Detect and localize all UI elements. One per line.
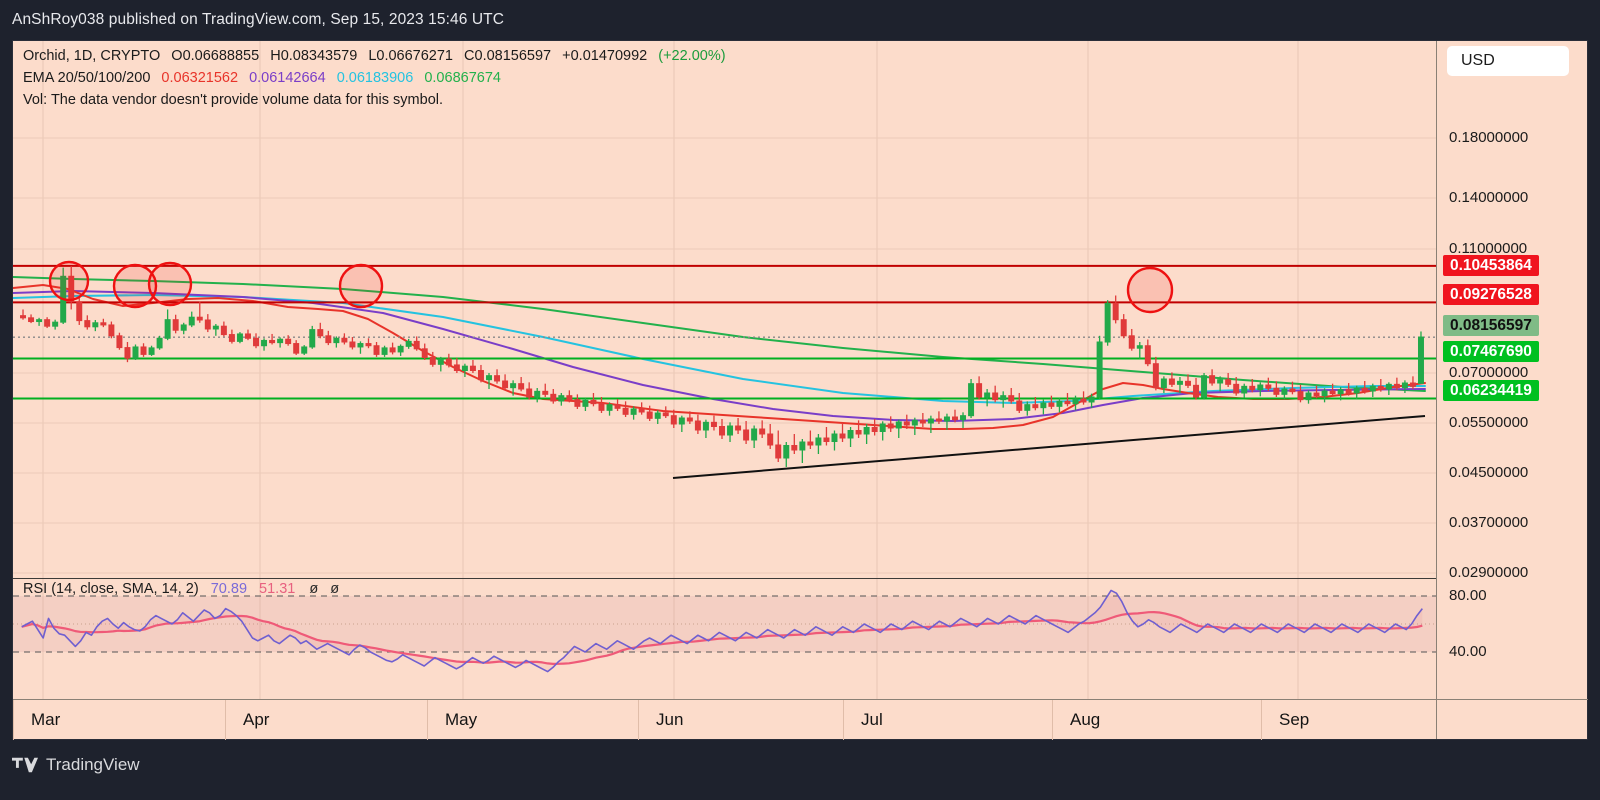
tradingview-logo-icon [12, 756, 38, 774]
footer-brand: TradingView [46, 755, 140, 774]
price-tick-label: 0.18000000 [1449, 129, 1529, 146]
time-tick-label: May [445, 710, 478, 729]
time-axis-divider [1052, 700, 1053, 740]
time-tick-label: Mar [31, 710, 61, 729]
rsi-legend-title[interactable]: RSI (14, close, SMA, 14, 2) [23, 581, 199, 597]
price-tick-label: 0.05500000 [1449, 414, 1529, 431]
time-axis[interactable]: Mar Apr May Jun Jul Aug Sep [13, 699, 1436, 740]
attribution-bar: AnShRoy038 published on TradingView.com,… [0, 0, 1600, 40]
rsi-legend: RSI (14, close, SMA, 14, 2) 70.89 51.31 … [23, 581, 339, 597]
rsi-tick-label: 80.00 [1449, 587, 1487, 604]
rsi-legend-value: 70.89 [210, 581, 248, 597]
time-axis-divider [1261, 700, 1262, 740]
price-badge-last-price[interactable]: 0.08156597 [1443, 315, 1539, 336]
price-badge-support[interactable]: 0.06234419 [1443, 380, 1539, 401]
price-tick-label: 0.03700000 [1449, 514, 1529, 531]
price-tick-label: 0.02900000 [1449, 564, 1529, 581]
currency-badge-label: USD [1461, 52, 1495, 69]
price-chart-canvas [13, 41, 1436, 578]
time-tick-label: Apr [243, 710, 270, 729]
time-tick-label: Sep [1279, 710, 1310, 729]
price-badge-resistance[interactable]: 0.10453864 [1443, 255, 1539, 276]
currency-badge[interactable]: USD [1447, 46, 1569, 76]
time-tick-label: Aug [1070, 710, 1101, 729]
time-axis-divider [638, 700, 639, 740]
rsi-chart-canvas [13, 579, 1436, 699]
price-badge-resistance[interactable]: 0.09276528 [1443, 284, 1539, 305]
price-tick-label: 0.14000000 [1449, 189, 1529, 206]
pane-separator [13, 578, 1436, 579]
attribution-text: AnShRoy038 published on TradingView.com,… [12, 11, 504, 28]
rsi-legend-null-2: ø [330, 581, 340, 597]
chart-frame: Orchid, 1D, CRYPTO O0.06688855 H0.083435… [12, 40, 1588, 740]
price-pane[interactable] [13, 41, 1436, 578]
price-tick-label: 0.07000000 [1449, 364, 1529, 381]
price-badge-support[interactable]: 0.07467690 [1443, 341, 1539, 362]
time-axis-divider [843, 700, 844, 740]
time-axis-divider [13, 700, 14, 740]
axis-bottom-separator [1436, 699, 1588, 700]
price-tick-label: 0.04500000 [1449, 464, 1529, 481]
time-axis-divider [427, 700, 428, 740]
footer: TradingView [12, 748, 140, 782]
time-tick-label: Jun [656, 710, 684, 729]
price-axis[interactable]: USD 0.18000000 0.14000000 0.11000000 0.0700… [1436, 41, 1587, 739]
rsi-legend-null-1: ø [309, 581, 319, 597]
price-tick-label: 0.11000000 [1449, 240, 1528, 257]
time-axis-divider [225, 700, 226, 740]
rsi-tick-label: 40.00 [1449, 643, 1487, 660]
rsi-legend-signal: 51.31 [259, 581, 296, 597]
rsi-pane[interactable] [13, 579, 1436, 699]
time-tick-label: Jul [861, 710, 883, 729]
